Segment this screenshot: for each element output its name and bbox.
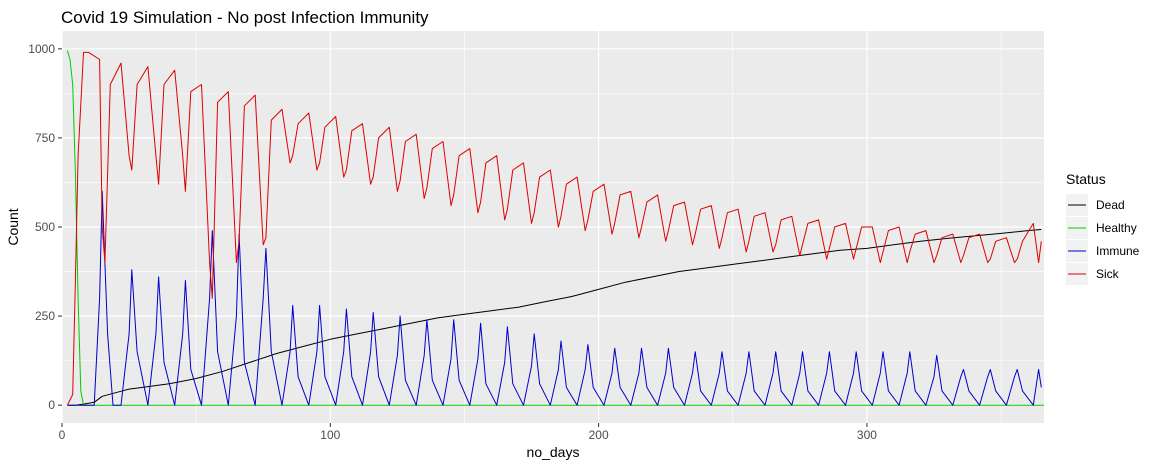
y-axis-title: Count (5, 208, 21, 245)
x-tick-label: 100 (320, 428, 340, 442)
legend-label-dead: Dead (1096, 198, 1125, 212)
y-axis: 0 250 500 750 1000 (28, 42, 62, 412)
legend-label-healthy: Healthy (1096, 221, 1137, 235)
y-tick-label: 1000 (28, 42, 55, 56)
y-tick-label: 0 (48, 398, 55, 412)
series-line-dead (67, 229, 1042, 406)
y-tick-label: 250 (35, 309, 55, 323)
x-tick-label: 200 (589, 428, 609, 442)
legend-label-immune: Immune (1096, 244, 1140, 258)
legend-label-sick: Sick (1096, 267, 1120, 281)
y-tick-label: 500 (35, 220, 55, 234)
x-tick-label: 0 (59, 428, 66, 442)
legend: Status Dead Healthy Immune Sick (1066, 171, 1140, 285)
series-lines (66, 50, 1044, 406)
x-axis: 0 100 200 300 (59, 423, 877, 442)
legend-title: Status (1066, 171, 1106, 187)
y-tick-label: 750 (35, 131, 55, 145)
series-line-immune (67, 190, 1042, 406)
series-line-sick (66, 51, 1042, 406)
chart-title: Covid 19 Simulation - No post Infection … (61, 8, 429, 27)
x-axis-title: no_days (527, 444, 580, 460)
x-tick-label: 300 (857, 428, 877, 442)
